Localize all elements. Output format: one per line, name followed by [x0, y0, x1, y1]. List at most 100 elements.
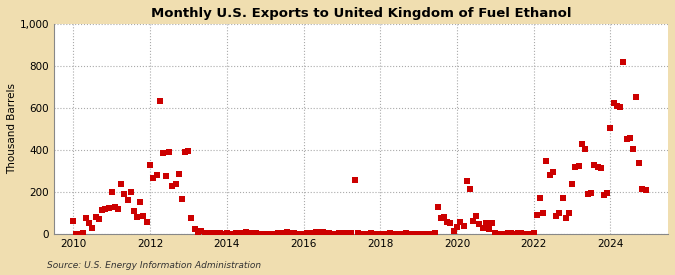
Point [624, 136, 635, 141]
Point [154, 98, 165, 103]
Point [315, 230, 325, 234]
Point [369, 231, 379, 236]
Point [397, 231, 408, 236]
Point [470, 214, 481, 218]
Point [256, 232, 267, 236]
Point [260, 232, 271, 236]
Point [310, 230, 321, 234]
Point [631, 95, 642, 100]
Point [612, 104, 622, 108]
Point [410, 232, 421, 236]
Point [192, 230, 203, 234]
Point [477, 226, 488, 230]
Point [512, 231, 523, 235]
Point [173, 172, 184, 176]
Point [84, 221, 95, 226]
Point [400, 231, 411, 235]
Point [157, 151, 168, 155]
Point [170, 181, 181, 186]
Point [516, 231, 526, 235]
Point [238, 231, 248, 235]
Point [560, 216, 571, 220]
Point [589, 163, 600, 167]
Point [627, 147, 638, 151]
Point [576, 141, 587, 146]
Point [621, 137, 632, 142]
Point [196, 229, 207, 233]
Point [452, 224, 462, 229]
Point [416, 231, 427, 236]
Point [349, 178, 360, 183]
Point [100, 207, 111, 211]
Point [209, 231, 219, 235]
Point [529, 231, 539, 235]
Point [493, 231, 504, 236]
Point [126, 190, 136, 194]
Point [519, 231, 530, 236]
Point [442, 220, 453, 225]
Point [113, 207, 124, 211]
Point [71, 231, 82, 236]
Point [266, 231, 277, 236]
Point [637, 186, 648, 191]
Point [97, 208, 107, 212]
Point [503, 231, 514, 235]
Point [221, 231, 232, 235]
Point [365, 231, 376, 235]
Point [506, 231, 517, 235]
Point [375, 231, 385, 236]
Point [128, 209, 139, 213]
Point [244, 231, 254, 235]
Point [74, 232, 85, 236]
Point [68, 219, 79, 224]
Point [250, 231, 261, 235]
Point [231, 231, 242, 235]
Point [599, 193, 610, 197]
Point [381, 231, 392, 236]
Point [423, 232, 433, 236]
Point [468, 219, 479, 224]
Point [119, 192, 130, 196]
Point [595, 166, 606, 170]
Point [161, 174, 171, 178]
Point [330, 232, 341, 236]
Point [605, 126, 616, 130]
Point [570, 164, 580, 169]
Point [500, 232, 510, 236]
Point [564, 211, 574, 215]
Point [404, 232, 414, 236]
Point [94, 217, 105, 221]
Point [279, 231, 290, 235]
Point [228, 232, 239, 236]
Point [148, 176, 159, 180]
Point [269, 231, 280, 236]
Point [298, 231, 309, 236]
Point [176, 197, 187, 202]
Point [407, 231, 418, 236]
Y-axis label: Thousand Barrels: Thousand Barrels [7, 83, 17, 174]
Point [538, 211, 549, 215]
Point [78, 231, 88, 235]
Point [132, 215, 142, 219]
Title: Monthly U.S. Exports to United Kingdom of Fuel Ethanol: Monthly U.S. Exports to United Kingdom o… [151, 7, 571, 20]
Point [135, 200, 146, 205]
Point [336, 231, 347, 235]
Point [358, 231, 369, 236]
Point [346, 231, 357, 235]
Point [455, 220, 466, 225]
Point [301, 231, 312, 235]
Point [343, 231, 354, 236]
Point [429, 231, 440, 235]
Point [567, 181, 578, 186]
Point [199, 231, 210, 235]
Point [288, 231, 299, 235]
Point [490, 231, 501, 235]
Point [420, 231, 431, 236]
Point [333, 231, 344, 235]
Point [321, 231, 331, 235]
Point [378, 232, 389, 236]
Point [103, 205, 114, 210]
Point [234, 231, 245, 235]
Point [579, 147, 590, 151]
Point [573, 163, 584, 168]
